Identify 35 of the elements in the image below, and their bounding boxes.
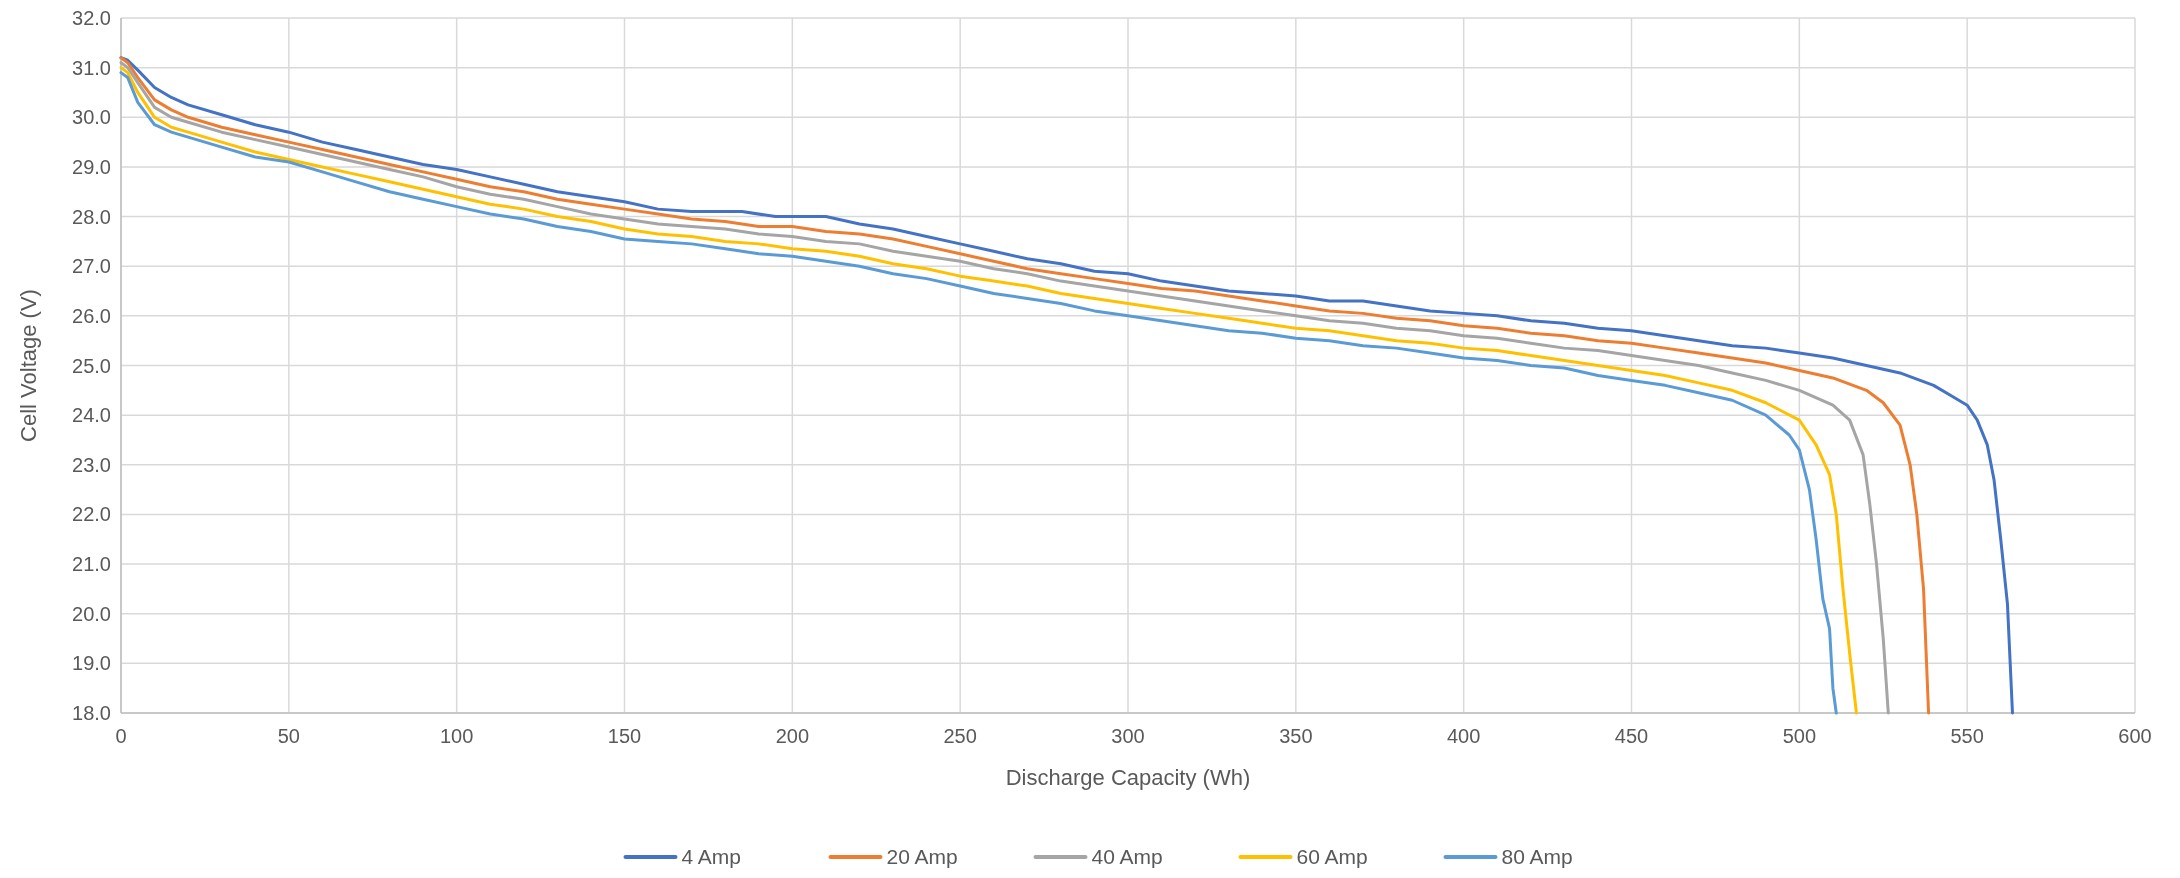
x-tick-label: 150 [607, 725, 642, 747]
x-tick-label: 250 [943, 725, 977, 747]
y-tick-label: 22.0 [72, 503, 111, 526]
y-tick-label: 27.0 [72, 255, 111, 278]
x-axis-title: Discharge Capacity (Wh) [1005, 765, 1251, 790]
x-tick-label: 100 [439, 725, 474, 747]
y-tick-label: 19.0 [72, 652, 111, 675]
legend-label: 80 Amp [1501, 845, 1573, 869]
x-tick-label: 500 [1782, 725, 1817, 747]
legend-label: 20 Amp [886, 845, 958, 869]
x-tick-label: 350 [1279, 725, 1313, 747]
y-tick-label: 29.0 [72, 155, 111, 178]
x-tick-label: 200 [775, 725, 810, 747]
y-tick-label: 20.0 [72, 602, 111, 625]
y-tick-label: 18.0 [72, 702, 111, 724]
x-tick-label: 300 [1111, 725, 1145, 747]
legend-label: 4 Amp [681, 845, 742, 869]
legend-label: 40 Amp [1091, 845, 1163, 869]
y-tick-label: 23.0 [72, 453, 111, 476]
y-tick-label: 31.0 [72, 56, 111, 79]
x-tick-label: 50 [277, 725, 300, 747]
x-tick-label: 450 [1614, 725, 1649, 747]
y-tick-label: 30.0 [72, 106, 111, 129]
y-tick-label: 32.0 [72, 7, 111, 29]
x-tick-label: 600 [2118, 725, 2152, 747]
x-tick-label: 550 [1950, 725, 1984, 747]
y-tick-label: 21.0 [72, 553, 111, 576]
y-tick-label: 28.0 [72, 205, 111, 228]
y-tick-label: 25.0 [72, 354, 111, 377]
y-tick-label: 24.0 [72, 404, 111, 427]
x-tick-label: 400 [1446, 725, 1481, 747]
y-tick-label: 26.0 [72, 304, 111, 327]
legend-label: 60 Amp [1296, 845, 1368, 869]
y-axis-title: Cell Voltage (V) [16, 289, 41, 442]
x-tick-label: 0 [115, 725, 127, 747]
